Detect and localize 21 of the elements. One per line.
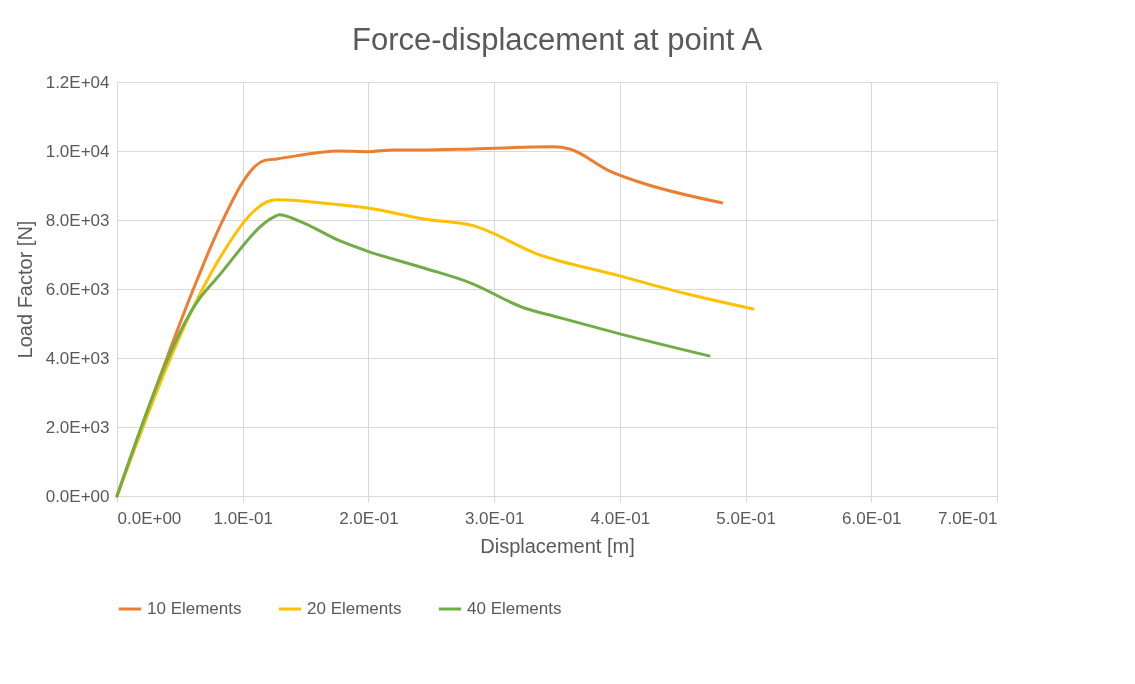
legend-label: 20 Elements xyxy=(307,599,402,618)
x-tick-label: 7.0E-01 xyxy=(937,508,998,528)
y-tick-label: 1.2E+04 xyxy=(45,72,110,92)
x-tick-label: 1.0E-01 xyxy=(213,508,273,528)
y-tick-label: 1.0E+04 xyxy=(45,141,110,161)
chart-title: Force-displacement at point A xyxy=(351,22,763,57)
y-axis-title: Load Factor [N] xyxy=(13,220,36,359)
y-tick-label: 4.0E+03 xyxy=(45,348,110,368)
x-tick-label: 5.0E-01 xyxy=(716,508,776,528)
y-tick-label: 6.0E+03 xyxy=(45,279,110,299)
legend-label: 10 Elements xyxy=(147,599,242,618)
y-tick-label: 8.0E+03 xyxy=(45,210,110,230)
x-tick-label: 4.0E-01 xyxy=(590,508,651,528)
y-tick-label: 2.0E+03 xyxy=(45,417,110,437)
x-tick-label: 2.0E-01 xyxy=(339,508,399,528)
x-tick-label: 6.0E-01 xyxy=(842,508,902,528)
legend-label: 40 Elements xyxy=(467,599,562,618)
x-tick-label: 3.0E-01 xyxy=(464,508,525,528)
x-axis-title: Displacement [m] xyxy=(480,534,635,557)
y-tick-label: 0.0E+00 xyxy=(45,486,110,506)
x-tick-label: 0.0E+00 xyxy=(117,508,182,528)
